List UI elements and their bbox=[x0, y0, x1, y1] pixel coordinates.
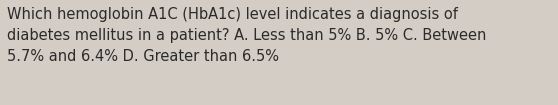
Text: Which hemoglobin A1C (HbA1c) level indicates a diagnosis of
diabetes mellitus in: Which hemoglobin A1C (HbA1c) level indic… bbox=[7, 7, 487, 64]
